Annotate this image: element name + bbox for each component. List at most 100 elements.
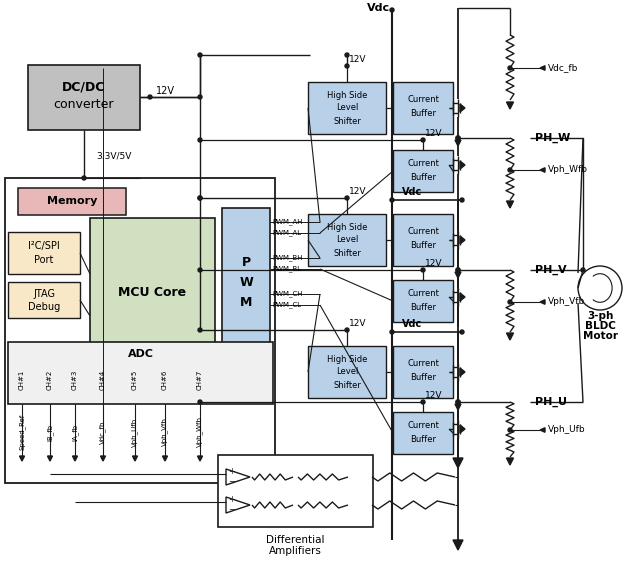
- Polygon shape: [506, 102, 513, 109]
- Text: CH#4: CH#4: [100, 370, 106, 390]
- Text: High Side: High Side: [327, 91, 367, 100]
- Polygon shape: [540, 66, 545, 70]
- Text: Speed_Ref: Speed_Ref: [19, 414, 26, 450]
- Text: Vph_Ufb: Vph_Ufb: [548, 425, 586, 435]
- Text: Memory: Memory: [47, 196, 97, 207]
- Text: Current: Current: [407, 421, 439, 430]
- Text: Differential: Differential: [266, 535, 325, 545]
- Text: Buffer: Buffer: [410, 304, 436, 312]
- Text: Vdc_fb: Vdc_fb: [100, 420, 106, 444]
- Text: PWM_BL: PWM_BL: [272, 266, 301, 273]
- Text: IB_fb: IB_fb: [46, 424, 53, 441]
- Circle shape: [421, 400, 425, 404]
- Circle shape: [578, 266, 622, 310]
- Circle shape: [460, 198, 464, 202]
- Text: 12V: 12V: [349, 320, 366, 328]
- Circle shape: [198, 95, 202, 99]
- Text: PWM_CL: PWM_CL: [272, 301, 301, 308]
- Text: Buffer: Buffer: [410, 436, 436, 444]
- Text: MCU Core: MCU Core: [118, 286, 187, 300]
- Circle shape: [456, 268, 460, 272]
- Text: W: W: [239, 277, 253, 289]
- Circle shape: [456, 136, 460, 140]
- Text: Level: Level: [336, 235, 358, 245]
- Circle shape: [456, 400, 460, 404]
- Text: Vdc: Vdc: [402, 319, 422, 329]
- Text: PWM_AH: PWM_AH: [272, 219, 302, 226]
- Text: 12V: 12V: [349, 56, 366, 64]
- Text: Current: Current: [407, 227, 439, 236]
- Text: 3.3V/5V: 3.3V/5V: [96, 152, 131, 161]
- Circle shape: [198, 138, 202, 142]
- Text: Vdc_fb: Vdc_fb: [548, 64, 578, 72]
- Text: Buffer: Buffer: [410, 173, 436, 183]
- Bar: [393, 214, 453, 266]
- Circle shape: [421, 138, 425, 142]
- Circle shape: [456, 400, 460, 404]
- Polygon shape: [455, 404, 461, 410]
- Text: Level: Level: [336, 367, 358, 377]
- Polygon shape: [453, 540, 463, 550]
- Bar: [8, 232, 80, 274]
- Text: PWM_AL: PWM_AL: [272, 230, 301, 236]
- Text: PH_W: PH_W: [535, 133, 570, 143]
- Text: High Side: High Side: [327, 223, 367, 232]
- Bar: [393, 346, 453, 398]
- Text: Vph_Vfb: Vph_Vfb: [548, 297, 585, 307]
- Circle shape: [345, 196, 349, 200]
- Polygon shape: [460, 425, 465, 433]
- Circle shape: [198, 400, 202, 404]
- Polygon shape: [133, 456, 138, 461]
- Text: CH#2: CH#2: [47, 370, 53, 390]
- Bar: [222, 208, 270, 370]
- Circle shape: [508, 300, 512, 304]
- Text: Vdc: Vdc: [402, 187, 422, 197]
- Text: M: M: [240, 297, 252, 309]
- Text: CH#5: CH#5: [132, 370, 138, 390]
- Bar: [5, 178, 275, 483]
- Polygon shape: [460, 293, 465, 301]
- Text: Current: Current: [407, 160, 439, 169]
- Bar: [393, 150, 453, 192]
- Polygon shape: [460, 104, 465, 112]
- Circle shape: [508, 428, 512, 432]
- Polygon shape: [540, 168, 545, 172]
- Circle shape: [345, 53, 349, 57]
- Polygon shape: [455, 272, 461, 278]
- Text: CH#3: CH#3: [72, 370, 78, 390]
- Text: Current: Current: [407, 289, 439, 298]
- Bar: [8, 342, 273, 404]
- Circle shape: [390, 8, 394, 12]
- Bar: [308, 346, 386, 398]
- Circle shape: [198, 53, 202, 57]
- Text: I²C/SPI: I²C/SPI: [28, 241, 60, 251]
- Text: 12V: 12V: [425, 129, 443, 138]
- Text: IA_fb: IA_fb: [71, 424, 78, 441]
- Polygon shape: [540, 300, 545, 304]
- Bar: [18, 188, 126, 215]
- Text: 12V: 12V: [425, 258, 443, 267]
- Circle shape: [456, 136, 460, 140]
- Text: +: +: [228, 467, 235, 476]
- Text: Vph_Vfb: Vph_Vfb: [162, 418, 168, 447]
- Polygon shape: [163, 456, 168, 461]
- Bar: [393, 280, 453, 322]
- Text: Current: Current: [407, 359, 439, 369]
- Text: P: P: [242, 257, 250, 270]
- Circle shape: [456, 268, 460, 272]
- Text: Amplifiers: Amplifiers: [269, 546, 322, 556]
- Text: Buffer: Buffer: [410, 242, 436, 250]
- Text: DC/DC: DC/DC: [63, 80, 106, 94]
- Circle shape: [345, 64, 349, 68]
- Text: CH#6: CH#6: [162, 370, 168, 390]
- Text: 12V: 12V: [425, 390, 443, 400]
- Polygon shape: [506, 458, 513, 465]
- Text: Buffer: Buffer: [410, 374, 436, 382]
- Polygon shape: [460, 161, 465, 169]
- Text: Vdc: Vdc: [367, 3, 390, 13]
- Text: CH#7: CH#7: [197, 370, 203, 390]
- Circle shape: [198, 196, 202, 200]
- Circle shape: [508, 66, 512, 70]
- Polygon shape: [506, 201, 513, 208]
- Text: Vph_Wfb: Vph_Wfb: [548, 165, 588, 174]
